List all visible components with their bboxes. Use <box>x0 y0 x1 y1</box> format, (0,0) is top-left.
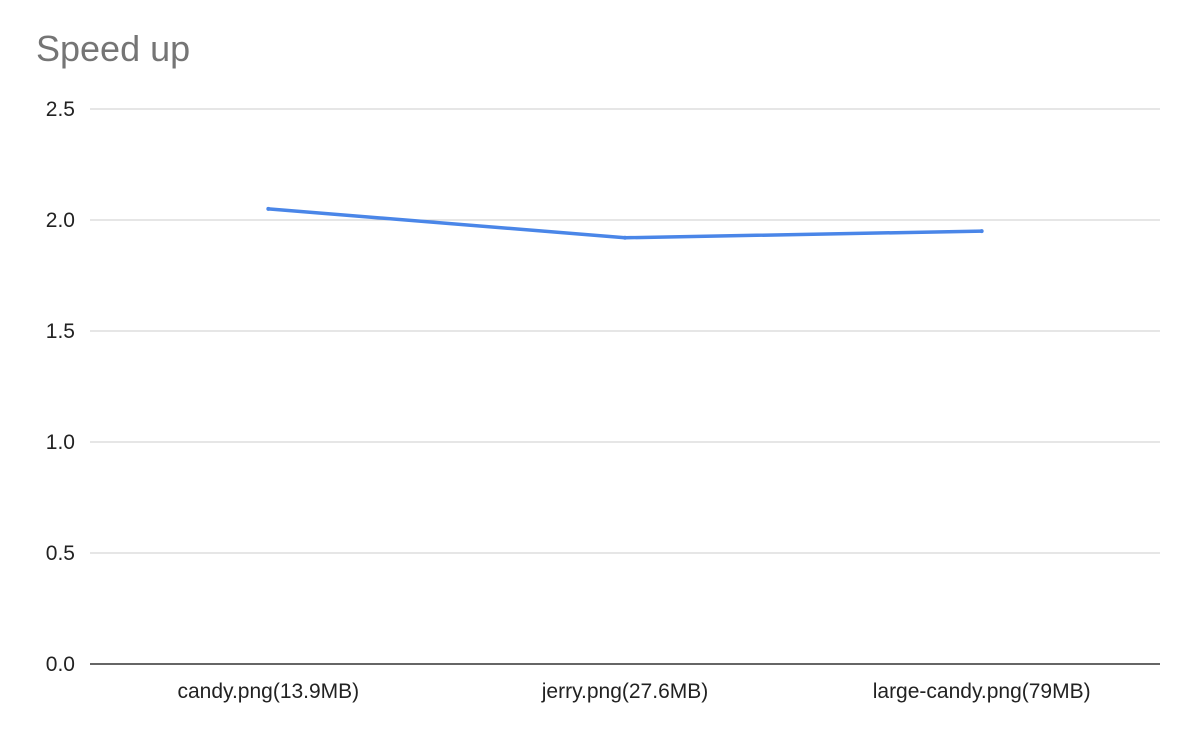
chart-title: Speed up <box>36 28 191 69</box>
data-point <box>266 206 271 211</box>
x-tick-label: large-candy.png(79MB) <box>873 680 1091 703</box>
y-tick-label: 2.0 <box>46 209 75 232</box>
data-point <box>623 235 627 240</box>
x-tick-label: jerry.png(27.6MB) <box>541 680 709 703</box>
data-point <box>979 229 984 234</box>
y-tick-label: 0.5 <box>46 542 75 565</box>
y-tick-label: 1.0 <box>46 431 75 454</box>
y-tick-label: 2.5 <box>46 98 75 121</box>
y-tick-label: 1.5 <box>46 320 75 343</box>
x-tick-label: candy.png(13.9MB) <box>177 680 359 703</box>
y-tick-label: 0.0 <box>46 653 75 676</box>
series-line <box>266 207 984 240</box>
